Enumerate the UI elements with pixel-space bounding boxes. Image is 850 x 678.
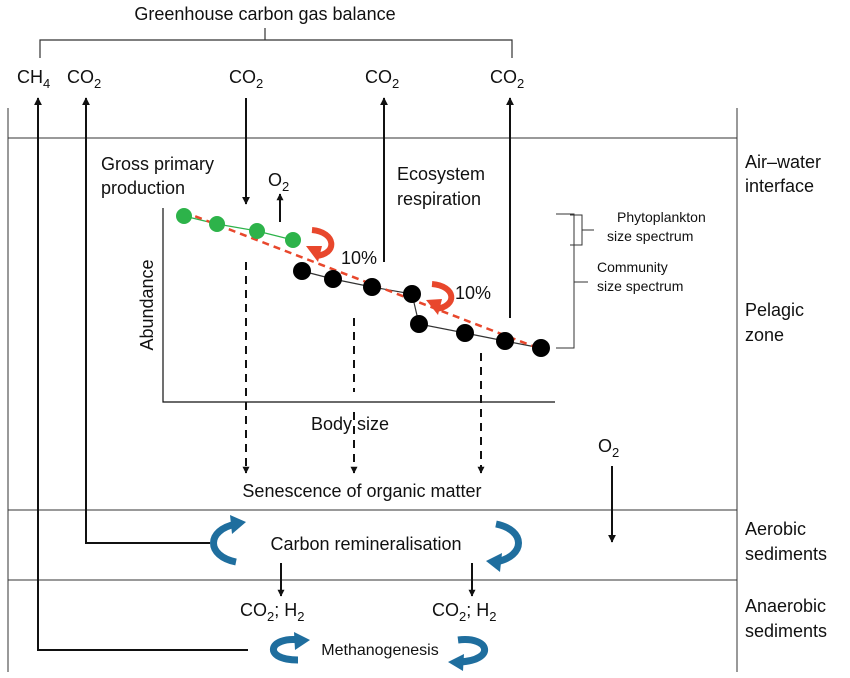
o2-sediment-label: O2 (598, 436, 619, 460)
community-point (403, 285, 421, 303)
community-points (293, 262, 550, 357)
gross-primary-production-label-2: production (101, 178, 185, 198)
diagram-title: Greenhouse carbon gas balance (134, 4, 395, 24)
zone-label-pelagic-2: zone (745, 325, 784, 345)
gas-label-co2-1: CO2 (67, 67, 101, 91)
remineralisation-cycle-arrow-right (486, 520, 522, 572)
x-axis-label: Body size (311, 414, 389, 434)
phytoplankton-spectrum-label-2: size spectrum (607, 228, 693, 244)
senescence-label: Senescence of organic matter (242, 481, 481, 501)
community-point (496, 332, 514, 350)
ecosystem-respiration-label-2: respiration (397, 189, 481, 209)
community-point (410, 315, 428, 333)
gross-primary-production-label-1: Gross primary (101, 154, 214, 174)
zone-label-pelagic-1: Pelagic (745, 300, 804, 320)
phytoplankton-spectrum-label-1: Phytoplankton (617, 209, 706, 225)
community-bracket (556, 213, 588, 349)
transfer-efficiency-label-2: 10% (455, 283, 491, 303)
gas-label-ch4: CH4 (17, 67, 50, 91)
community-point (456, 324, 474, 342)
zone-label-aerobic-2: sediments (745, 544, 827, 564)
zone-label-anaerobic-2: sediments (745, 621, 827, 641)
y-axis-label: Abundance (137, 259, 157, 350)
title-bracket (39, 28, 513, 58)
community-point (532, 339, 550, 357)
gas-label-co2-4: CO2 (490, 67, 524, 91)
zone-label-aerobic-1: Aerobic (745, 519, 806, 539)
co2-h2-label-2: CO2; H2 (432, 600, 496, 624)
gas-label-co2-2: CO2 (229, 67, 263, 91)
o2-release-label: O2 (268, 170, 289, 194)
transfer-efficiency-label-1: 10% (341, 248, 377, 268)
trophic-transfer-arrow-1 (306, 227, 335, 262)
co2-h2-label-1: CO2; H2 (240, 600, 304, 624)
community-point (363, 278, 381, 296)
methanogenesis-cycle-arrow-left (270, 632, 310, 664)
zone-label-air-water-1: Air–water (745, 152, 821, 172)
remineralisation-cycle-arrow-left (210, 515, 246, 566)
phytoplankton-point (209, 216, 225, 232)
methanogenesis-label: Methanogenesis (321, 642, 438, 659)
phytoplankton-point (176, 208, 192, 224)
zone-label-air-water-2: interface (745, 176, 814, 196)
carbon-remineralisation-label: Carbon remineralisation (270, 534, 461, 554)
trophic-transfer-arrow-2 (426, 281, 455, 315)
phytoplankton-series-line (183, 215, 294, 241)
ecosystem-respiration-label-1: Ecosystem (397, 164, 485, 184)
ch4-flux-arrow (34, 97, 248, 651)
phytoplankton-points (176, 208, 301, 248)
co2-remineralisation-flux-arrow (82, 97, 210, 544)
gas-label-co2-3: CO2 (365, 67, 399, 91)
size-spectrum-trend-line (183, 210, 544, 352)
community-spectrum-label-1: Community (597, 259, 668, 275)
zone-label-anaerobic-1: Anaerobic (745, 596, 826, 616)
methanogenesis-cycle-arrow-right (448, 636, 488, 671)
community-point (324, 270, 342, 288)
community-point (293, 262, 311, 280)
plot-axes (162, 208, 555, 403)
phytoplankton-point (285, 232, 301, 248)
zone-boundaries (7, 108, 738, 672)
community-spectrum-label-2: size spectrum (597, 278, 683, 294)
phytoplankton-point (249, 223, 265, 239)
phytoplankton-bracket (570, 214, 594, 246)
